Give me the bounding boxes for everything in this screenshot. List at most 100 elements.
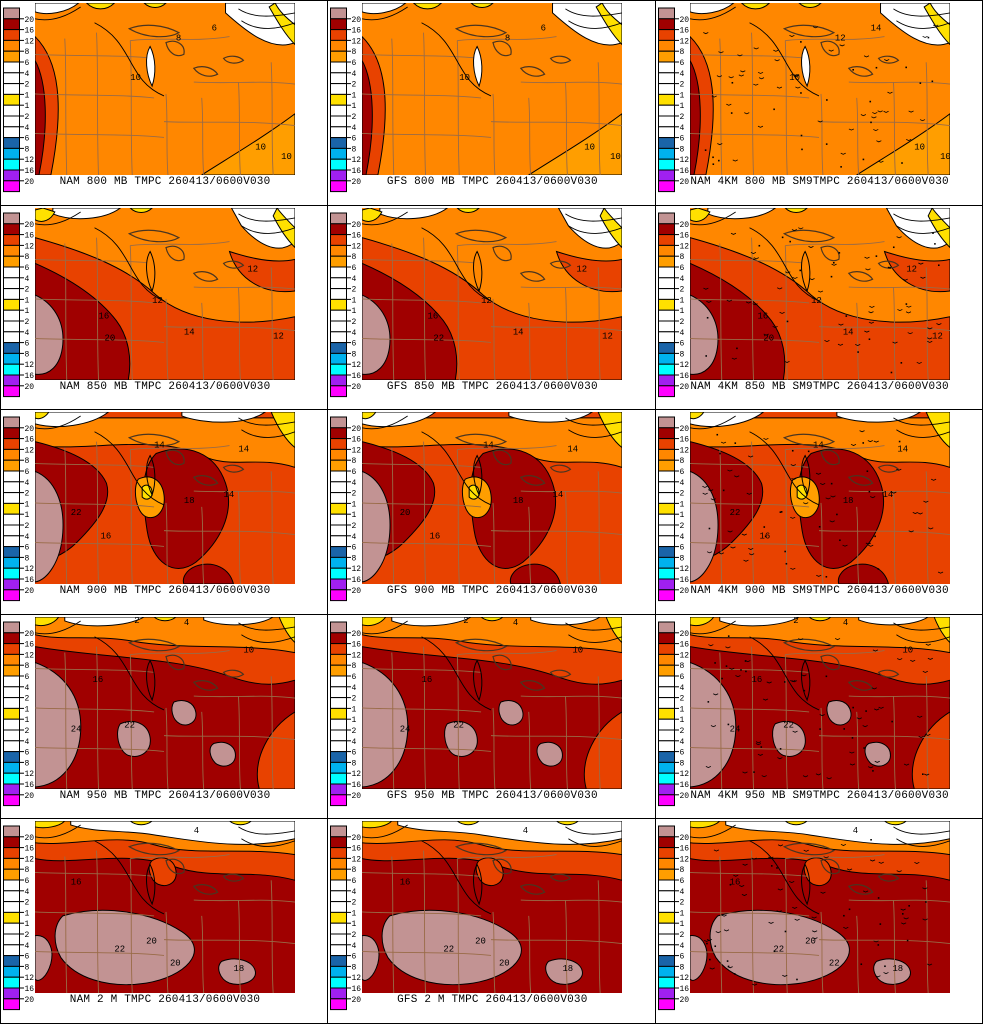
svg-text:16: 16 <box>25 27 35 36</box>
svg-text:4: 4 <box>194 826 199 836</box>
svg-text:24: 24 <box>71 724 82 734</box>
svg-text:16: 16 <box>25 845 35 854</box>
svg-text:20: 20 <box>679 834 689 843</box>
svg-text:12: 12 <box>679 37 689 46</box>
svg-text:10: 10 <box>902 645 913 655</box>
svg-text:1: 1 <box>679 102 684 111</box>
svg-text:8: 8 <box>25 662 30 671</box>
svg-text:1: 1 <box>352 501 357 510</box>
svg-text:12: 12 <box>577 264 588 274</box>
svg-text:14: 14 <box>224 490 235 500</box>
svg-text:10: 10 <box>585 142 596 152</box>
svg-text:16: 16 <box>352 27 362 36</box>
svg-text:8: 8 <box>352 48 357 57</box>
svg-text:20: 20 <box>352 996 362 1005</box>
svg-text:6: 6 <box>352 468 357 477</box>
svg-text:20: 20 <box>25 220 35 229</box>
svg-text:1: 1 <box>352 910 357 919</box>
svg-text:20: 20 <box>352 425 362 434</box>
panel-caption: GFS 900 MB TMPC 260413/0600V030 <box>386 585 598 598</box>
svg-text:20: 20 <box>679 178 689 187</box>
svg-text:1: 1 <box>352 511 357 520</box>
temperature-contour-map: 10 8 6 10 10 <box>35 3 295 175</box>
svg-text:12: 12 <box>352 565 362 574</box>
svg-text:20: 20 <box>679 425 689 434</box>
svg-text:2: 2 <box>679 522 684 531</box>
svg-text:24: 24 <box>729 724 740 734</box>
svg-text:6: 6 <box>679 673 684 682</box>
forecast-panel-nam-4km-800: 20 16 12 8 6 4 2 1 1 2 4 6 8 12 16 20 10 12 14 10 10 NAM 4K… <box>655 1 982 205</box>
svg-text:16: 16 <box>679 436 689 445</box>
svg-text:14: 14 <box>184 327 195 337</box>
svg-text:2: 2 <box>25 727 30 736</box>
svg-text:12: 12 <box>25 242 35 251</box>
svg-text:20: 20 <box>400 508 411 518</box>
svg-text:12: 12 <box>25 37 35 46</box>
svg-text:8: 8 <box>25 145 30 154</box>
svg-text:2: 2 <box>352 694 357 703</box>
temperature-contour-map: 18 22 16 14 14 14 <box>689 412 950 585</box>
forecast-panel-nam-4km-950: 20 16 12 8 6 4 2 1 1 2 4 6 8 12 16 20 24 22 16 10 2 4 NAM 4K… <box>655 614 982 819</box>
svg-text:10: 10 <box>789 73 800 83</box>
svg-text:1: 1 <box>679 511 684 520</box>
svg-text:6: 6 <box>352 544 357 553</box>
svg-text:16: 16 <box>757 311 768 321</box>
svg-text:8: 8 <box>176 34 181 44</box>
svg-text:12: 12 <box>679 770 689 779</box>
svg-text:1: 1 <box>25 91 30 100</box>
svg-text:22: 22 <box>124 721 135 731</box>
svg-text:12: 12 <box>352 975 362 984</box>
svg-text:8: 8 <box>679 867 684 876</box>
svg-text:10: 10 <box>243 645 254 655</box>
forecast-panel-gfs-900-mb: 20 16 12 8 6 4 2 1 1 2 4 6 8 12 16 20 18 20 16 14 14 14 GFS … <box>328 410 655 614</box>
svg-text:22: 22 <box>444 945 455 955</box>
svg-text:1: 1 <box>679 705 684 714</box>
svg-text:1: 1 <box>25 921 30 930</box>
svg-text:20: 20 <box>679 220 689 229</box>
svg-text:12: 12 <box>25 856 35 865</box>
svg-text:14: 14 <box>813 441 824 451</box>
panel-caption: NAM 850 MB TMPC 260413/0600V030 <box>59 380 271 393</box>
svg-text:16: 16 <box>25 576 35 585</box>
svg-text:12: 12 <box>152 296 163 306</box>
svg-text:14: 14 <box>553 490 564 500</box>
panel-caption: NAM 950 MB TMPC 260413/0600V030 <box>59 789 271 802</box>
forecast-panel-gfs-850-mb: 20 16 12 8 6 4 2 1 1 2 4 6 8 12 16 20 12 16 22 12 12 14 GFS … <box>328 205 655 410</box>
svg-text:4: 4 <box>352 684 357 693</box>
svg-text:1: 1 <box>679 307 684 316</box>
svg-text:14: 14 <box>842 327 853 337</box>
svg-text:1: 1 <box>679 91 684 100</box>
svg-text:12: 12 <box>352 242 362 251</box>
svg-text:1: 1 <box>352 716 357 725</box>
svg-text:16: 16 <box>352 781 362 790</box>
svg-text:16: 16 <box>428 311 439 321</box>
temperature-contour-map: 12 16 20 12 12 14 <box>689 207 950 380</box>
svg-text:22: 22 <box>71 508 82 518</box>
svg-text:2: 2 <box>352 899 357 908</box>
panel-caption: NAM 900 MB TMPC 260413/0600V030 <box>59 585 271 598</box>
svg-text:4: 4 <box>679 274 684 283</box>
svg-text:2: 2 <box>25 931 30 940</box>
svg-text:20: 20 <box>104 333 115 343</box>
svg-text:20: 20 <box>25 425 35 434</box>
svg-text:1: 1 <box>679 716 684 725</box>
svg-text:4: 4 <box>25 533 30 542</box>
svg-text:20: 20 <box>679 382 689 391</box>
panel-caption: GFS 950 MB TMPC 260413/0600V030 <box>386 789 598 802</box>
svg-text:14: 14 <box>882 490 893 500</box>
svg-text:20: 20 <box>352 382 362 391</box>
svg-text:4: 4 <box>679 684 684 693</box>
temperature-contour-map: 10 8 6 10 10 <box>362 3 623 175</box>
svg-text:10: 10 <box>281 152 292 162</box>
svg-text:12: 12 <box>352 361 362 370</box>
svg-text:16: 16 <box>400 878 411 888</box>
svg-text:22: 22 <box>783 721 794 731</box>
svg-text:2: 2 <box>679 931 684 940</box>
svg-text:12: 12 <box>679 361 689 370</box>
